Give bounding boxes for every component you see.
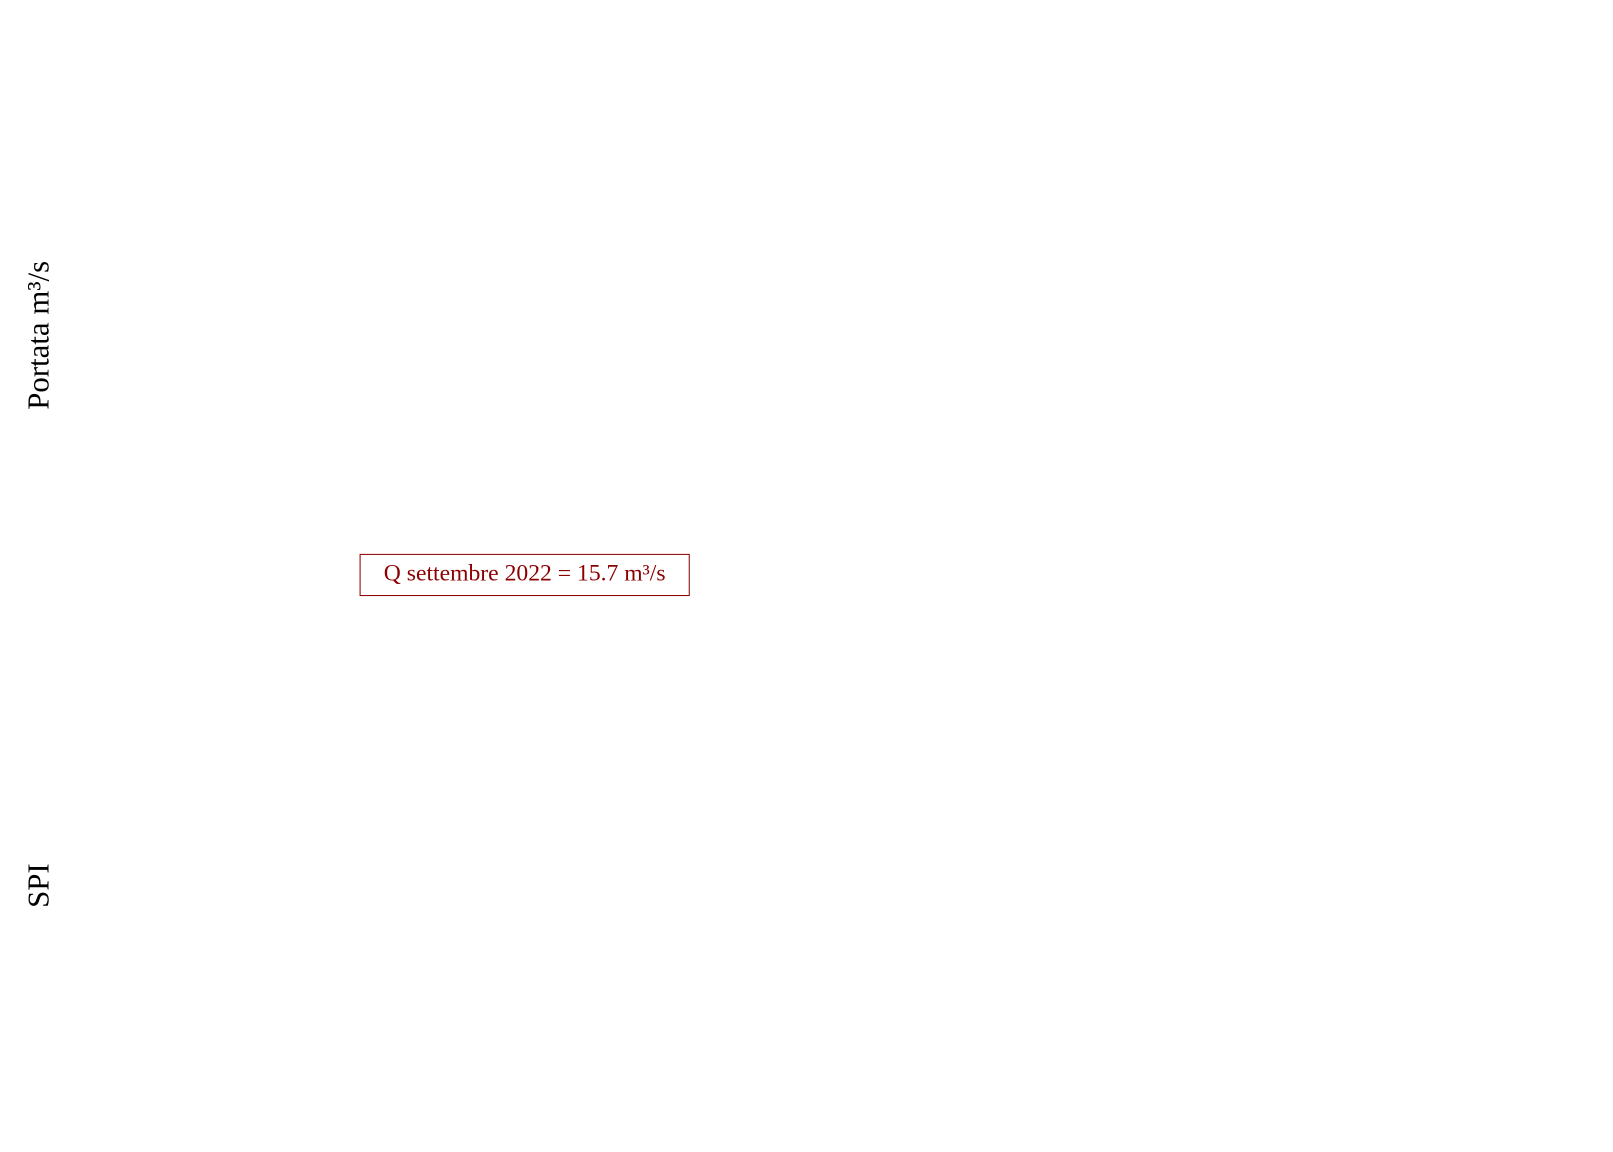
- annotation: Q settembre 2022 = 15.7 m³/s: [384, 560, 666, 586]
- y-axis-label: Portata m³/s: [21, 261, 55, 410]
- y-axis-label: SPI: [21, 863, 55, 908]
- annotation-box: [359, 553, 690, 597]
